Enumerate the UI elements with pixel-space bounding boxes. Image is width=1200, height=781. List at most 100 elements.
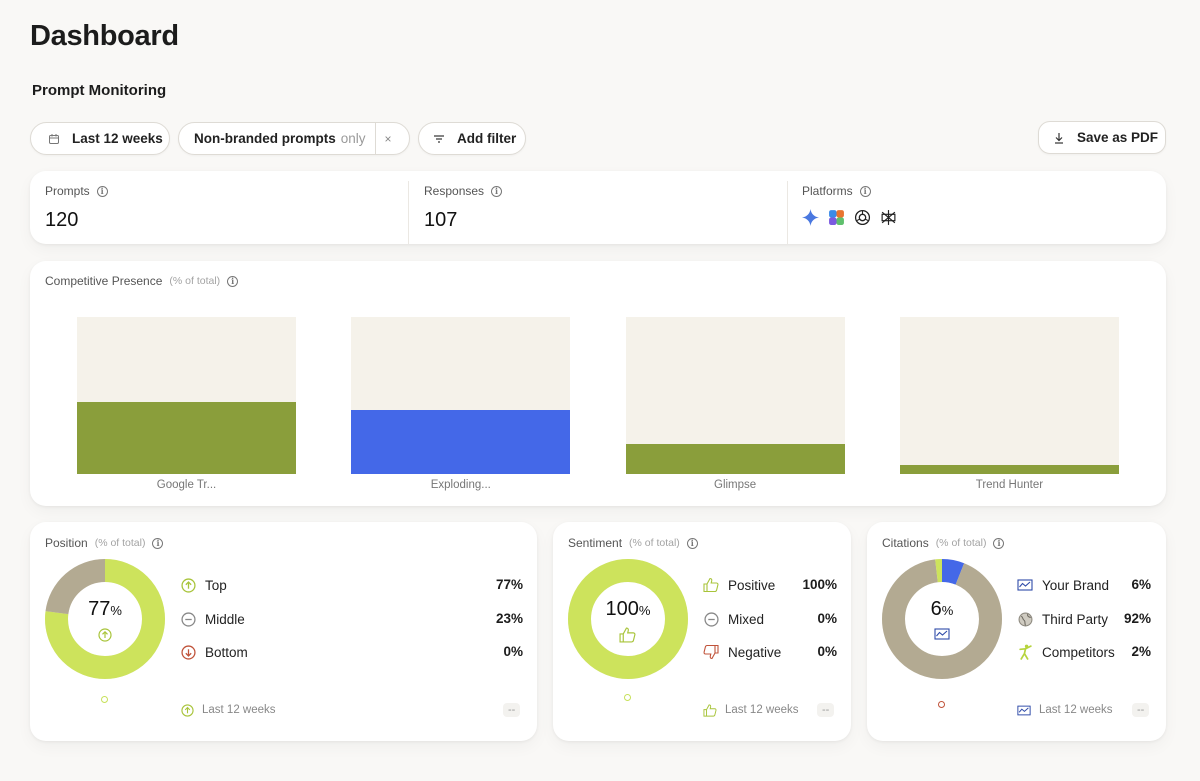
position-top-value: 77% <box>495 577 523 592</box>
date-range-label: Last 12 weeks <box>72 131 163 146</box>
citations-third-party-row: Third Party <box>1017 611 1108 627</box>
bar <box>351 409 571 474</box>
bar-track[interactable] <box>351 317 571 474</box>
bar-label: Glimpse <box>714 479 757 491</box>
position-bottom-row: Bottom <box>180 644 248 660</box>
citations-competitors-value: 2% <box>1131 644 1151 659</box>
sentiment-footer-label: Last 12 weeks <box>725 704 799 716</box>
arrow-up-circle-icon <box>180 703 194 717</box>
info-icon[interactable]: i <box>993 537 1005 549</box>
citations-trend: -- <box>1132 703 1150 717</box>
citations-title: Citations <box>882 536 929 550</box>
position-center-number: 77 <box>88 598 111 620</box>
filter-separator <box>374 122 376 155</box>
sentiment-negative-row: Negative <box>703 644 781 660</box>
donut-slice-third-party[interactable] <box>882 559 1002 679</box>
position-footer-label: Last 12 weeks <box>202 704 276 716</box>
thumbs-up-icon <box>703 577 719 593</box>
sentiment-label: Sentiment (% of total) i <box>568 536 698 550</box>
competitive-presence-card: Competitive Presence (% of total) i Goog… <box>30 261 1166 506</box>
bar <box>77 401 296 474</box>
position-center-value: 77% <box>45 598 165 621</box>
position-bottom-label: Bottom <box>205 644 248 660</box>
date-range-filter[interactable]: Last 12 weeks <box>30 122 170 155</box>
carousel-dot[interactable] <box>938 701 945 708</box>
prompts-label: Prompts i <box>45 184 108 198</box>
sentiment-mixed-value: 0% <box>817 611 837 626</box>
arrow-down-circle-icon <box>180 644 196 660</box>
section-title: Prompt Monitoring <box>32 82 167 99</box>
citations-third-party-label: Third Party <box>1042 611 1109 627</box>
save-pdf-label: Save as PDF <box>1077 130 1159 145</box>
filter-icon <box>432 132 446 146</box>
save-pdf-button[interactable]: Save as PDF <box>1038 121 1166 154</box>
prompt-type-suffix: only <box>340 131 366 146</box>
sentiment-center-unit: % <box>638 603 651 618</box>
info-icon[interactable]: i <box>96 185 108 197</box>
competitors-icon <box>1017 644 1033 660</box>
info-icon[interactable]: i <box>859 185 871 197</box>
bar-track[interactable] <box>77 317 296 474</box>
responses-label-text: Responses <box>424 184 485 198</box>
sentiment-negative-label: Negative <box>728 644 782 660</box>
carousel-dot[interactable] <box>101 696 108 703</box>
prompt-type-filter[interactable]: Non-branded prompts only × <box>178 122 410 155</box>
competitive-presence-sub: (% of total) <box>169 275 221 287</box>
citations-center-unit: % <box>941 603 954 618</box>
arrow-up-circle-icon <box>98 628 112 642</box>
add-filter-button[interactable]: Add filter <box>418 122 526 155</box>
sentiment-trend: -- <box>817 703 835 717</box>
chatgpt-icon <box>854 209 871 226</box>
position-donut <box>45 559 165 679</box>
sentiment-center: 100% <box>568 598 688 621</box>
info-icon[interactable]: i <box>491 185 503 197</box>
stats-divider <box>787 181 788 244</box>
donut-slice-competitors[interactable] <box>882 559 1002 679</box>
position-label: Position (% of total) i <box>45 536 164 550</box>
brand-chart-icon <box>1017 703 1031 717</box>
info-icon[interactable]: i <box>152 537 164 549</box>
info-icon[interactable]: i <box>227 275 239 287</box>
bar-track[interactable] <box>625 317 845 474</box>
carousel-dot[interactable] <box>624 694 631 701</box>
sentiment-donut <box>568 559 688 679</box>
position-middle-row: Middle <box>180 611 245 627</box>
donut-slice-middle[interactable] <box>45 559 165 679</box>
position-title: Position <box>45 536 88 550</box>
sentiment-sub: (% of total) <box>629 537 680 549</box>
citations-competitors-row: Competitors <box>1017 644 1115 660</box>
position-middle-label: Middle <box>205 611 245 627</box>
bar-label: Trend Hunter <box>975 479 1044 491</box>
position-center: 77% <box>45 598 165 621</box>
citations-center: 6% <box>882 598 1002 621</box>
calendar-icon <box>47 132 61 146</box>
citations-brand-value: 6% <box>1131 577 1151 592</box>
thumbs-up-icon <box>619 627 636 643</box>
citations-third-party-value: 92% <box>1123 611 1151 626</box>
position-top-label: Top <box>205 577 227 593</box>
citations-donut <box>882 559 1002 679</box>
citations-label: Citations (% of total) i <box>882 536 1005 550</box>
citations-center-value: 6% <box>882 598 1002 621</box>
bar <box>899 464 1119 474</box>
competitive-presence-label: Competitive Presence (% of total) i <box>45 274 239 288</box>
sentiment-positive-value: 100% <box>802 577 837 592</box>
sentiment-title: Sentiment <box>568 536 623 550</box>
prompt-type-label: Non-branded prompts <box>194 131 336 146</box>
bar-label: Google Tr... <box>156 479 217 491</box>
info-icon[interactable]: i <box>686 537 698 549</box>
brand-chart-icon <box>934 628 950 640</box>
bar-track[interactable] <box>899 317 1119 474</box>
thumbs-down-icon <box>703 644 719 660</box>
page-title: Dashboard <box>30 20 179 52</box>
donut-slice-positive[interactable] <box>568 559 688 679</box>
citations-sub: (% of total) <box>935 537 987 549</box>
sentiment-card: Sentiment (% of total) i 100% Positive 1… <box>553 522 851 741</box>
download-icon <box>1052 131 1066 145</box>
position-top-row: Top <box>180 577 227 593</box>
competitive-presence-title: Competitive Presence <box>45 274 163 288</box>
position-bottom-value: 0% <box>503 644 523 659</box>
citations-competitors-label: Competitors <box>1042 644 1115 660</box>
arrow-up-circle-icon <box>180 577 196 593</box>
clear-filter-icon[interactable]: × <box>384 131 392 146</box>
